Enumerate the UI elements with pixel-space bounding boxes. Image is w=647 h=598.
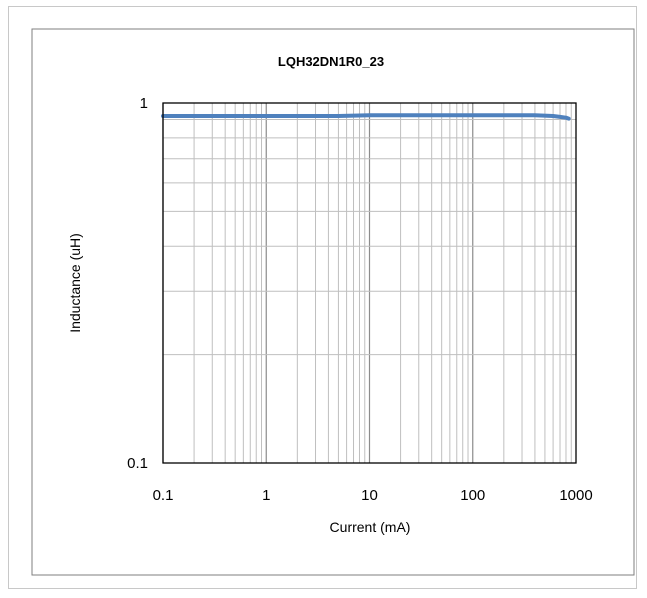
chart-title: LQH32DN1R0_23: [278, 54, 384, 69]
axes: 0.1 1 10 100 1000 0.1 1: [127, 95, 593, 504]
series-layer: [161, 113, 571, 121]
x-tick-label: 1: [262, 487, 270, 504]
series-line-0: [161, 113, 571, 121]
x-tick-label: 1000: [559, 487, 592, 504]
plot-frame: [162, 102, 577, 464]
x-tick-label: 100: [460, 487, 485, 504]
x-axis-label: Current (mA): [330, 519, 411, 535]
y-tick-label: 1: [140, 95, 148, 112]
chart-border: [31, 28, 635, 576]
grid: [162, 103, 576, 463]
y-tick-label: 0.1: [127, 455, 148, 472]
x-tick-label: 10: [361, 487, 378, 504]
y-axis-label: Inductance (uH): [67, 233, 83, 333]
x-tick-label: 0.1: [153, 487, 174, 504]
